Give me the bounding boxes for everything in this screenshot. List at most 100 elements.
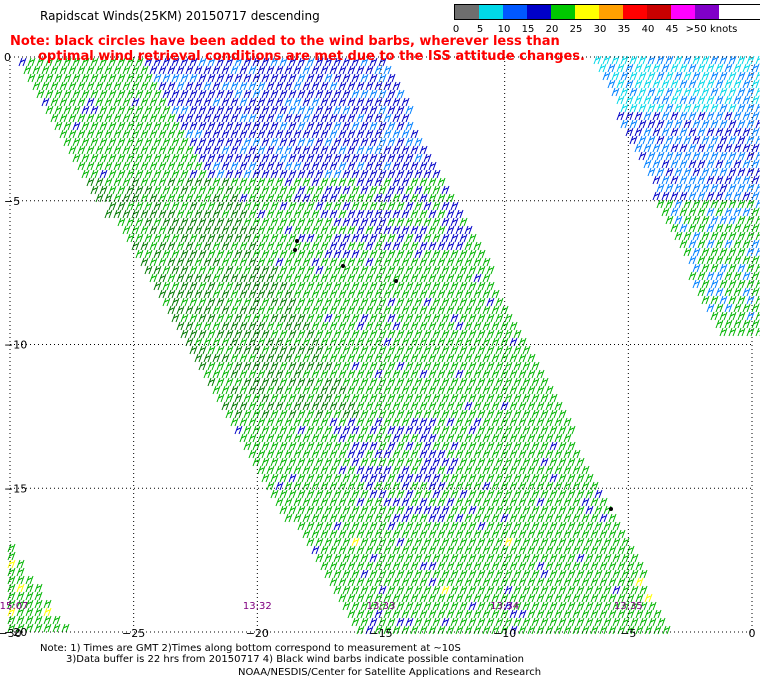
wind-barb	[203, 257, 212, 267]
wind-barb	[113, 193, 122, 203]
wind-barb	[162, 201, 171, 211]
wind-barb	[284, 129, 293, 139]
wind-barb	[351, 441, 360, 451]
wind-barb	[180, 105, 189, 115]
wind-barb	[643, 127, 652, 137]
wind-barb	[495, 345, 504, 355]
wind-barb	[68, 113, 77, 123]
wind-barb	[432, 201, 441, 211]
wind-barb	[746, 55, 755, 65]
wind-barb	[203, 225, 212, 235]
wind-barb	[697, 63, 706, 73]
wind-barb	[464, 465, 473, 475]
wind-barb	[661, 79, 670, 89]
wind-barb	[320, 257, 329, 267]
wind-barb	[423, 585, 432, 595]
wind-barb	[261, 313, 270, 323]
wind-barb	[428, 209, 437, 219]
wind-barb	[647, 135, 656, 145]
wind-barb	[414, 153, 423, 163]
wind-barb	[239, 193, 248, 203]
wind-barb	[212, 193, 221, 203]
wind-barb	[432, 521, 441, 531]
wind-barb	[585, 617, 594, 627]
wind-barb	[387, 585, 396, 595]
wind-barb	[126, 105, 135, 115]
wind-barb	[239, 369, 248, 379]
wind-barb	[185, 321, 194, 331]
wind-barb	[751, 287, 760, 297]
legend-label: 40	[641, 24, 655, 35]
wind-barb	[315, 361, 324, 371]
wind-barb	[491, 353, 500, 363]
wind-barb	[77, 97, 86, 107]
wind-barb	[428, 481, 437, 491]
wind-barb	[423, 377, 432, 387]
wind-barb	[149, 273, 158, 283]
wind-barb	[185, 305, 194, 315]
wind-barb	[329, 161, 338, 171]
wind-barb	[261, 265, 270, 275]
wind-barb	[248, 417, 257, 427]
wind-barb	[719, 279, 728, 289]
wind-barb	[603, 537, 612, 547]
wind-barb	[356, 241, 365, 251]
wind-barb	[661, 159, 670, 169]
wind-barb	[746, 311, 755, 321]
wind-barb	[482, 529, 491, 539]
wind-barb	[378, 105, 387, 115]
wind-barb	[688, 255, 697, 265]
wind-barb	[302, 369, 311, 379]
wind-barb	[365, 465, 374, 475]
wind-barb	[356, 369, 365, 379]
wind-barb	[432, 425, 441, 435]
wind-barb	[351, 521, 360, 531]
wind-barb	[414, 441, 423, 451]
wind-barb	[302, 113, 311, 123]
wind-barb	[432, 217, 441, 227]
wind-barb	[25, 599, 34, 609]
wind-barb	[590, 513, 599, 523]
wind-barb	[558, 473, 567, 483]
wind-barb	[306, 329, 315, 339]
wind-barb	[617, 545, 626, 555]
wind-barb	[468, 297, 477, 307]
wind-barb	[755, 311, 760, 321]
wind-barb	[679, 63, 688, 73]
wind-barb	[643, 111, 652, 121]
wind-barb	[755, 295, 760, 305]
wind-barb	[410, 625, 419, 635]
wind-barb	[86, 145, 95, 155]
wind-barb	[234, 89, 243, 99]
wind-barb	[356, 305, 365, 315]
wind-barb	[257, 385, 266, 395]
wind-barb	[221, 209, 230, 219]
wind-barb	[590, 577, 599, 587]
wind-barb	[315, 521, 324, 531]
wind-barb	[27, 73, 36, 83]
wind-barb	[234, 249, 243, 259]
wind-barb	[185, 97, 194, 107]
wind-barb	[491, 529, 500, 539]
wind-barb	[315, 409, 324, 419]
wind-barb	[441, 585, 450, 595]
lat-tick-label: −15	[4, 482, 27, 495]
wind-barb	[189, 329, 198, 339]
wind-barb	[189, 201, 198, 211]
wind-barb	[176, 177, 185, 187]
wind-barb	[755, 327, 760, 337]
wind-barb	[207, 313, 216, 323]
wind-barb	[459, 313, 468, 323]
wind-barb	[419, 593, 428, 603]
wind-barb	[234, 425, 243, 435]
wind-barb	[710, 295, 719, 305]
wind-barb	[167, 81, 176, 91]
legend-label: >50 knots	[685, 24, 738, 35]
wind-barb	[270, 185, 279, 195]
wind-barb	[275, 449, 284, 459]
wind-barb	[670, 223, 679, 233]
wind-barb	[216, 89, 225, 99]
wind-barb	[248, 401, 257, 411]
wind-barb	[522, 489, 531, 499]
wind-barb	[315, 217, 324, 227]
